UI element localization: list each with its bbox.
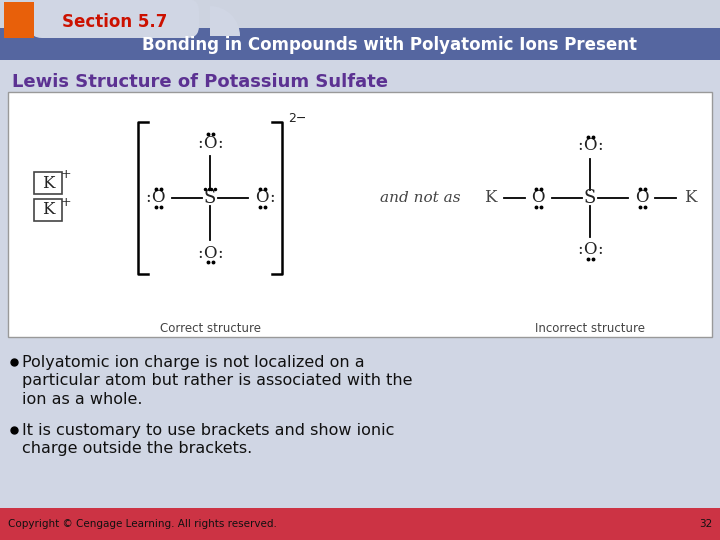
Bar [34, 199, 62, 221]
Text: K: K [42, 201, 54, 219]
Text: Bonding in Compounds with Polyatomic Ions Present: Bonding in Compounds with Polyatomic Ion… [143, 36, 637, 54]
Text: O: O [635, 190, 649, 206]
Text: :: : [197, 245, 203, 261]
Text: S: S [584, 189, 596, 207]
Text: O: O [583, 241, 597, 259]
Text: :: : [597, 241, 603, 259]
Text: O: O [583, 138, 597, 154]
Text: ion as a whole.: ion as a whole. [22, 393, 143, 408]
Text: K: K [42, 174, 54, 192]
Text: 2−: 2− [288, 111, 307, 125]
Text: charge outside the brackets.: charge outside the brackets. [22, 442, 252, 456]
Text: particular atom but rather is associated with the: particular atom but rather is associated… [22, 374, 413, 388]
Text: :: : [269, 190, 275, 206]
Text: +: + [60, 195, 71, 208]
Text: 32: 32 [698, 519, 712, 529]
Text: Polyatomic ion charge is not localized on a: Polyatomic ion charge is not localized o… [22, 354, 364, 369]
Text: Incorrect structure: Incorrect structure [535, 321, 645, 334]
Text: O: O [531, 190, 545, 206]
Text: and not as: and not as [379, 191, 460, 205]
FancyBboxPatch shape [30, 0, 199, 38]
Text: :: : [197, 134, 203, 152]
Text: :: : [597, 138, 603, 154]
Text: It is customary to use brackets and show ionic: It is customary to use brackets and show… [22, 422, 395, 437]
Text: Lewis Structure of Potassium Sulfate: Lewis Structure of Potassium Sulfate [12, 73, 388, 91]
Text: Section 5.7: Section 5.7 [63, 13, 168, 31]
Text: :: : [217, 134, 222, 152]
Bar [4, 2, 34, 38]
Text: +: + [60, 168, 71, 181]
Text: O: O [256, 190, 269, 206]
Text: Correct structure: Correct structure [160, 321, 261, 334]
Wedge shape [210, 6, 240, 36]
Text: O: O [203, 134, 217, 152]
Bar [34, 172, 62, 194]
Text: K: K [484, 190, 496, 206]
Text: :: : [577, 241, 582, 259]
Bar [0, 28, 720, 60]
Text: Copyright © Cengage Learning. All rights reserved.: Copyright © Cengage Learning. All rights… [8, 519, 277, 529]
Text: O: O [203, 245, 217, 261]
Text: K: K [684, 190, 696, 206]
Text: S: S [204, 189, 216, 207]
Text: O: O [151, 190, 165, 206]
Bar [0, 60, 720, 510]
Text: :: : [577, 138, 582, 154]
Bar [0, 508, 720, 540]
Text: :: : [217, 245, 222, 261]
Bar [8, 92, 712, 337]
Text: :: : [145, 190, 150, 206]
